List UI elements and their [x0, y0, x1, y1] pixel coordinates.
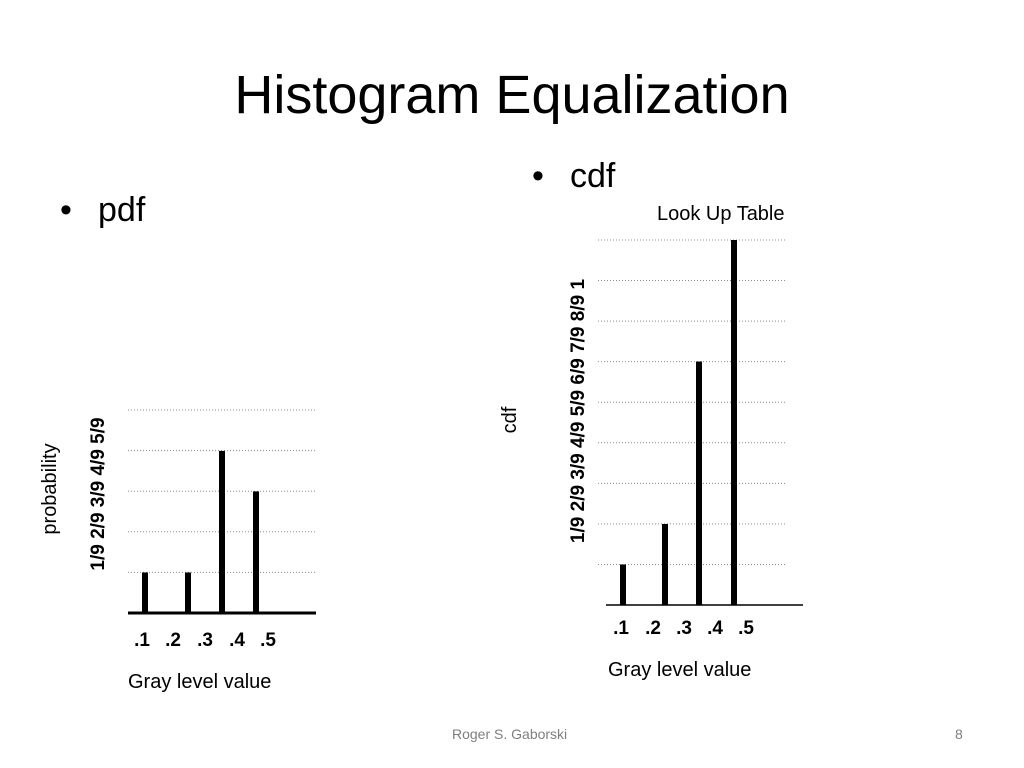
cdf-bar: [662, 523, 668, 605]
cdf-x-tick-label: .4: [707, 618, 723, 639]
pdf-x-tick-label: .1: [134, 630, 150, 651]
cdf-x-axis-label: Gray level value: [608, 659, 752, 681]
pdf-bar: [219, 450, 225, 613]
cdf-bar: [620, 564, 626, 605]
bullet-dot-icon: •: [60, 191, 72, 229]
cdf-x-tick-label: .3: [676, 618, 692, 639]
cdf-x-tick-label: .2: [645, 618, 661, 639]
cdf-bullet: • cdf: [532, 156, 615, 196]
pdf-x-tick-label: .3: [197, 630, 213, 651]
cdf-chart-caption: Look Up Table: [657, 203, 785, 225]
footer-page-number: 8: [955, 726, 963, 742]
pdf-x-tick-label: .5: [260, 630, 276, 651]
pdf-x-tick-label: .4: [229, 630, 245, 651]
cdf-bar: [731, 240, 737, 605]
cdf-x-tick-label: .1: [613, 618, 629, 639]
cdf-bullet-label: cdf: [570, 157, 616, 195]
pdf-bullet: • pdf: [60, 190, 145, 230]
bullet-dot-icon: •: [532, 157, 544, 195]
pdf-x-axis-label: Gray level value: [128, 671, 272, 693]
pdf-x-tick-label: .2: [165, 630, 181, 651]
slide-title: Histogram Equalization: [234, 65, 790, 125]
cdf-x-tick-label: .5: [738, 618, 754, 639]
footer-author: Roger S. Gaborski: [452, 726, 568, 742]
pdf-bar: [253, 491, 259, 613]
pdf-bullet-label: pdf: [98, 191, 146, 229]
pdf-bar: [142, 572, 148, 613]
pdf-bar: [185, 572, 191, 613]
cdf-bar: [696, 361, 702, 605]
